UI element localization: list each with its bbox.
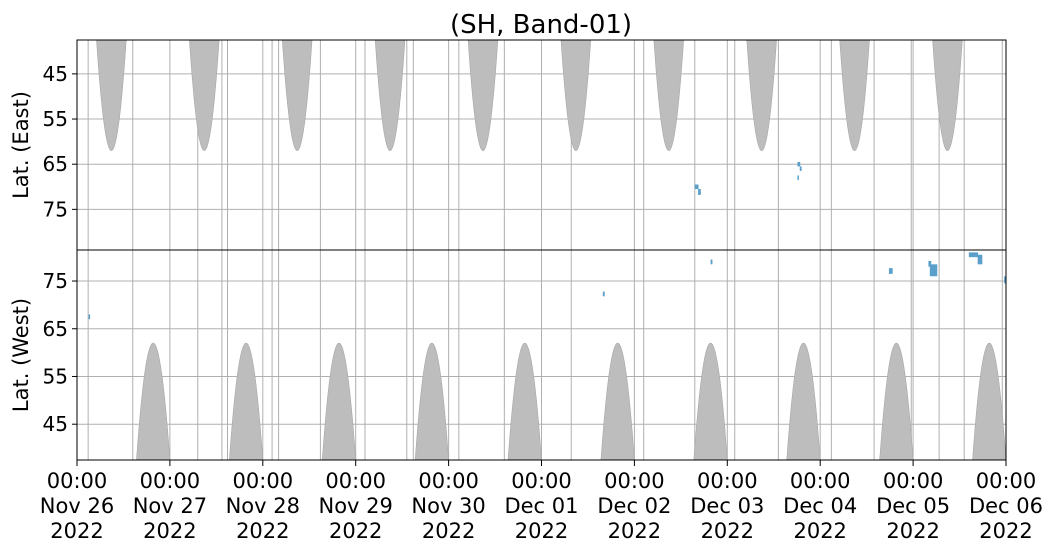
coverage-lobe	[136, 342, 171, 461]
y-tick-label: 45	[43, 412, 68, 436]
detection-mark	[88, 314, 91, 320]
west-ylabel: Lat. (West)	[9, 298, 33, 412]
x-tick-label-line: 00:00	[47, 469, 108, 493]
y-tick-label: 75	[43, 197, 68, 221]
x-tick-label: 00:00 Nov 29 2022	[319, 469, 393, 543]
x-tick-label: 00:00 Nov 30 2022	[411, 469, 485, 543]
x-tick-label-line: Nov 29	[319, 494, 393, 518]
x-tick-label-line: Nov 26	[40, 494, 114, 518]
x-tick-label-line: 2022	[701, 519, 754, 543]
x-tick-label-line: 00:00	[233, 469, 294, 493]
east-panel: 45 55 65 75	[43, 39, 1007, 251]
x-tick-label-line: Dec 03	[690, 494, 764, 518]
coverage-lobe	[507, 342, 542, 461]
y-tick-label: 75	[43, 269, 68, 293]
y-tick-label: 55	[43, 107, 68, 131]
y-tick-label: 55	[43, 364, 68, 388]
detection-mark	[977, 254, 983, 265]
coverage-lobe	[560, 39, 592, 151]
x-tick-label: 00:00 Nov 26 2022	[40, 469, 114, 543]
x-tick-label: 00:00 Dec 06 2022	[969, 469, 1043, 543]
coverage-lobe	[839, 39, 870, 151]
x-tick-label-line: 00:00	[883, 469, 944, 493]
coverage-lobe	[414, 342, 449, 461]
west-panel: 45 55 65 75	[43, 249, 1007, 461]
coverage-lobe	[693, 342, 728, 461]
detection-mark	[888, 268, 893, 274]
detection-mark	[968, 252, 979, 258]
detection-mark	[797, 175, 799, 180]
detection-mark	[602, 291, 605, 297]
x-tick-label-line: Dec 02	[597, 494, 671, 518]
east-ylabel: Lat. (East)	[9, 91, 33, 199]
coverage-lobe	[229, 342, 264, 461]
y-tick-label: 65	[43, 317, 68, 341]
x-tick-label-line: 2022	[979, 519, 1032, 543]
x-tick-label: 00:00 Dec 01 2022	[504, 469, 578, 543]
x-tick-label-line: 2022	[143, 519, 196, 543]
x-tick-label-line: Dec 06	[969, 494, 1043, 518]
detection-mark	[929, 264, 938, 277]
x-tick-label-line: 00:00	[511, 469, 572, 493]
y-tick-label: 45	[43, 62, 68, 86]
coverage-lobe	[467, 39, 499, 151]
chart-title: (SH, Band-01)	[450, 10, 632, 40]
x-tick-label-line: 00:00	[697, 469, 758, 493]
x-tick-label-line: 2022	[793, 519, 846, 543]
coverage-lobe	[96, 39, 127, 151]
x-tick-label-line: 2022	[608, 519, 661, 543]
y-tick-label: 65	[43, 152, 68, 176]
detection-mark	[799, 166, 802, 171]
x-tick-label-line: 00:00	[604, 469, 665, 493]
x-tick-label-line: 2022	[886, 519, 939, 543]
x-tick-label-line: Dec 05	[876, 494, 950, 518]
x-tick-label-line: 2022	[236, 519, 289, 543]
detection-mark	[710, 259, 713, 265]
coverage-lobe	[374, 39, 406, 151]
x-tick-label: 00:00 Nov 28 2022	[226, 469, 300, 543]
x-tick-label-line: 00:00	[976, 469, 1037, 493]
coverage-lobe	[932, 39, 963, 151]
x-tick-label: 00:00 Dec 02 2022	[597, 469, 671, 543]
coverage-lobe	[746, 39, 777, 151]
x-tick-label-line: Nov 27	[133, 494, 207, 518]
detection-mark	[797, 161, 801, 167]
detection-mark	[694, 184, 699, 190]
coverage-lobe	[786, 342, 821, 461]
coverage-lobe	[972, 342, 1007, 461]
x-tick-label-line: 2022	[422, 519, 475, 543]
coverage-lobe	[321, 342, 357, 461]
x-tick-label-line: Dec 01	[504, 494, 578, 518]
x-tick-label-line: Dec 04	[783, 494, 857, 518]
x-tick-label: 00:00 Dec 03 2022	[690, 469, 764, 543]
x-tick-label-line: 00:00	[325, 469, 386, 493]
x-tick-label-line: Nov 30	[411, 494, 485, 518]
x-tick-label: 00:00 Dec 04 2022	[783, 469, 857, 543]
x-tick-label: 00:00 Nov 27 2022	[133, 469, 207, 543]
coverage-lobe	[653, 39, 684, 151]
x-tick-label-line: 2022	[515, 519, 568, 543]
coverage-lobe	[281, 39, 313, 151]
detection-mark	[928, 260, 932, 267]
x-tick-label-line: 00:00	[418, 469, 479, 493]
x-tick-label-line: 2022	[50, 519, 103, 543]
x-tick-label-line: 2022	[329, 519, 382, 543]
coverage-lobe	[600, 342, 635, 461]
coverage-lobe	[189, 39, 220, 151]
detection-mark	[1004, 276, 1006, 284]
x-tick-label-line: 00:00	[140, 469, 201, 493]
x-tick-label-line: 00:00	[790, 469, 851, 493]
coverage-lobe	[879, 342, 914, 461]
x-tick-label-line: Nov 28	[226, 494, 300, 518]
detection-mark	[698, 189, 701, 195]
x-tick-label: 00:00 Dec 05 2022	[876, 469, 950, 543]
